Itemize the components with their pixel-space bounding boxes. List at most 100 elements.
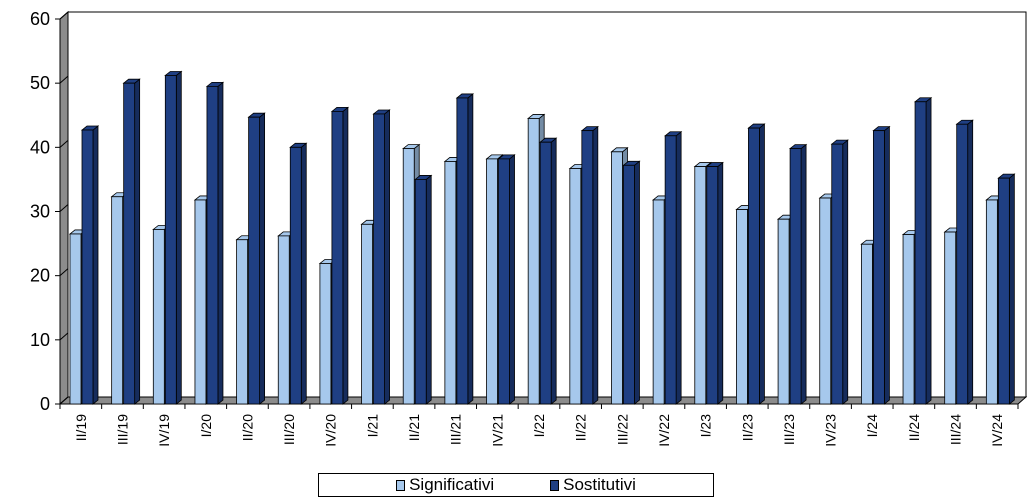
bar-side [342,106,349,405]
bar-sostitutivi-I-21 [372,109,391,405]
bar-front [748,127,760,405]
bar-sostitutivi-I-24 [872,125,891,405]
x-tick-label: I/21 [364,414,380,438]
y-tick-diagonal [59,139,69,148]
bar-front [985,199,998,405]
bar-front [777,218,790,405]
bar-side [134,78,141,405]
bar-front [902,234,915,405]
bar-side [592,125,599,405]
y-tick-diagonal [59,11,69,20]
x-tick-label: IV/23 [823,414,839,447]
x-tick-label: I/24 [864,414,880,438]
bar-sostitutivi-III-23 [788,143,808,405]
x-tick-label: II/24 [906,414,922,441]
legend-label-sostitutivi: Sostitutivi [563,475,636,494]
x-tick-label: II/20 [239,414,255,441]
y-tick-label: 30 [30,202,50,222]
y-tick-label: 50 [30,73,50,93]
bar-sostitutivi-I-20 [205,81,225,405]
bar-front [956,123,969,405]
y-tick-diagonal [59,332,69,341]
bar-side [842,139,849,405]
bar-chart: 0 10 20 30 40 50 60 II/19 III/19 IV/19 I/20 II/20 I… [30,9,1027,447]
x-tick-label: III/24 [948,414,964,445]
bar-front [152,229,165,405]
legend-item-significativi: Significativi [396,475,494,495]
bar-front [123,82,136,405]
bar-front [581,130,594,405]
x-tick-label: I/20 [198,414,214,438]
x-tick-label: II/21 [406,414,422,441]
x-tick-label: II/19 [73,414,89,441]
bar-front [456,97,469,405]
bar-sostitutivi-III-20 [289,142,308,405]
bar-side [467,93,474,405]
bar-side [717,161,724,405]
bar-front [402,148,415,405]
bar-front [819,197,832,405]
bar-front [111,196,124,405]
bar-sostitutivi-II-24 [913,96,933,405]
bar-front [81,129,94,405]
bar-front [277,235,290,405]
bar-front [539,141,552,405]
x-tick-label: III/19 [114,414,130,445]
bar-side [259,112,266,405]
legend-swatch-sostitutivi [550,479,560,491]
bar-front [361,223,373,405]
bar-front [664,135,677,405]
bar-front [652,199,665,405]
bar-front [694,166,707,405]
bar-front [789,148,802,405]
bar-front [319,263,332,405]
bar-front [373,113,385,405]
bar-side [509,154,515,405]
bar-sostitutivi-III-24 [955,119,974,405]
bar-front [944,231,957,405]
legend-label-significativi: Significativi [409,475,495,494]
bar-front [69,233,82,405]
x-tick-label: I/23 [698,414,714,438]
x-tick-label: IV/22 [656,414,672,447]
bar-front [164,75,177,405]
bar-front [623,164,635,405]
y-tick-diagonal [59,204,69,212]
x-tick-label: II/22 [573,414,589,441]
bar-front [527,118,540,405]
bar-sostitutivi-IV-23 [830,139,849,405]
x-tick-label: III/23 [781,414,797,445]
bar-sostitutivi-II-22 [580,125,599,405]
bar-sostitutivi-II-21 [414,174,433,405]
bar-sostitutivi-II-19 [80,125,100,405]
x-tick-label: III/20 [281,414,297,445]
bar-side [1008,173,1015,405]
bar-side [883,125,890,405]
bar-front [248,116,261,405]
bar-side [550,137,557,405]
bar-sostitutivi-III-22 [622,160,641,405]
x-tick-label: IV/24 [989,414,1005,447]
legend-swatch-significativi [396,479,406,491]
legend-item-sostitutivi: Sostitutivi [550,475,636,495]
y-tick-diagonal [59,268,69,277]
bar-sostitutivi-I-22 [539,137,558,405]
y-tick-label: 40 [30,137,50,157]
bar-front [569,168,582,405]
y-tick-label: 20 [30,266,50,286]
bar-sostitutivi-IV-24 [997,173,1016,405]
bar-side [800,143,807,405]
bar-side [300,142,307,405]
bar-front [706,166,719,405]
bar-front [831,143,844,405]
bar-side [92,125,99,405]
bar-front [914,101,927,405]
bar-side [925,96,932,405]
bar-sostitutivi-III-21 [455,93,475,405]
y-tick-diagonal [59,396,69,405]
bar-front [872,130,885,405]
x-tick-label: II/23 [739,414,755,441]
bar-sostitutivi-II-20 [247,112,266,405]
bar-side [634,160,640,405]
